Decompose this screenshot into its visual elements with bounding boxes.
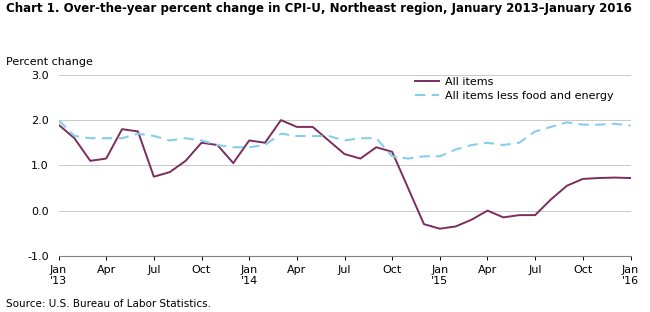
All items less food and energy <box>420 154 428 158</box>
All items <box>229 161 237 165</box>
All items <box>404 186 412 190</box>
All items <box>309 125 317 129</box>
All items less food and energy <box>134 132 142 135</box>
All items less food and energy <box>102 136 110 140</box>
All items <box>166 170 174 174</box>
All items <box>245 139 253 142</box>
All items less food and energy <box>531 129 539 133</box>
All items <box>547 197 555 201</box>
All items <box>134 129 142 133</box>
All items less food and energy <box>468 143 476 147</box>
All items less food and energy <box>55 118 62 122</box>
All items less food and energy <box>166 139 174 142</box>
All items <box>595 176 603 180</box>
All items <box>627 176 634 180</box>
All items less food and energy <box>484 141 491 145</box>
Text: Chart 1. Over-the-year percent change in CPI-U, Northeast region, January 2013–J: Chart 1. Over-the-year percent change in… <box>6 2 632 15</box>
All items <box>55 123 62 127</box>
Text: Percent change: Percent change <box>6 57 94 67</box>
All items <box>118 127 126 131</box>
Line: All items: All items <box>58 120 630 229</box>
All items less food and energy <box>277 132 285 135</box>
All items less food and energy <box>261 143 269 147</box>
All items less food and energy <box>245 145 253 149</box>
All items less food and energy <box>150 134 158 138</box>
All items less food and energy <box>198 139 205 142</box>
All items less food and energy <box>325 134 333 138</box>
All items <box>388 150 396 154</box>
All items less food and energy <box>515 141 523 145</box>
All items <box>150 175 158 178</box>
All items <box>436 227 444 231</box>
All items less food and energy <box>213 143 221 147</box>
All items less food and energy <box>118 136 126 140</box>
All items less food and energy <box>547 125 555 129</box>
All items less food and energy <box>499 143 507 147</box>
All items <box>70 136 78 140</box>
Line: All items less food and energy: All items less food and energy <box>58 120 630 158</box>
All items <box>213 143 221 147</box>
All items less food and energy <box>595 123 603 127</box>
All items less food and energy <box>436 154 444 158</box>
All items <box>86 159 94 163</box>
All items less food and energy <box>86 136 94 140</box>
Text: Source: U.S. Bureau of Labor Statistics.: Source: U.S. Bureau of Labor Statistics. <box>6 299 211 309</box>
All items <box>341 152 348 156</box>
All items less food and energy <box>341 139 348 142</box>
All items <box>198 141 205 145</box>
All items less food and energy <box>627 124 634 127</box>
All items <box>420 222 428 226</box>
All items <box>356 157 364 160</box>
All items <box>261 141 269 145</box>
All items <box>484 209 491 212</box>
All items <box>579 177 587 181</box>
All items less food and energy <box>579 123 587 127</box>
All items <box>102 157 110 160</box>
All items less food and energy <box>563 120 571 124</box>
All items <box>611 176 619 179</box>
All items less food and energy <box>452 148 460 151</box>
All items less food and energy <box>229 145 237 149</box>
All items less food and energy <box>309 134 317 138</box>
All items <box>372 145 380 149</box>
All items less food and energy <box>388 154 396 158</box>
All items less food and energy <box>404 157 412 160</box>
All items <box>515 213 523 217</box>
All items <box>293 125 301 129</box>
All items less food and energy <box>182 136 190 140</box>
All items <box>182 159 190 163</box>
All items less food and energy <box>611 122 619 126</box>
All items less food and energy <box>70 134 78 138</box>
All items <box>277 118 285 122</box>
All items less food and energy <box>293 134 301 138</box>
All items <box>468 218 476 222</box>
Legend: All items, All items less food and energy: All items, All items less food and energ… <box>415 77 614 101</box>
All items <box>499 216 507 219</box>
All items <box>325 139 333 142</box>
All items less food and energy <box>356 136 364 140</box>
All items <box>563 184 571 188</box>
All items less food and energy <box>372 136 380 140</box>
All items <box>531 213 539 217</box>
All items <box>452 225 460 228</box>
